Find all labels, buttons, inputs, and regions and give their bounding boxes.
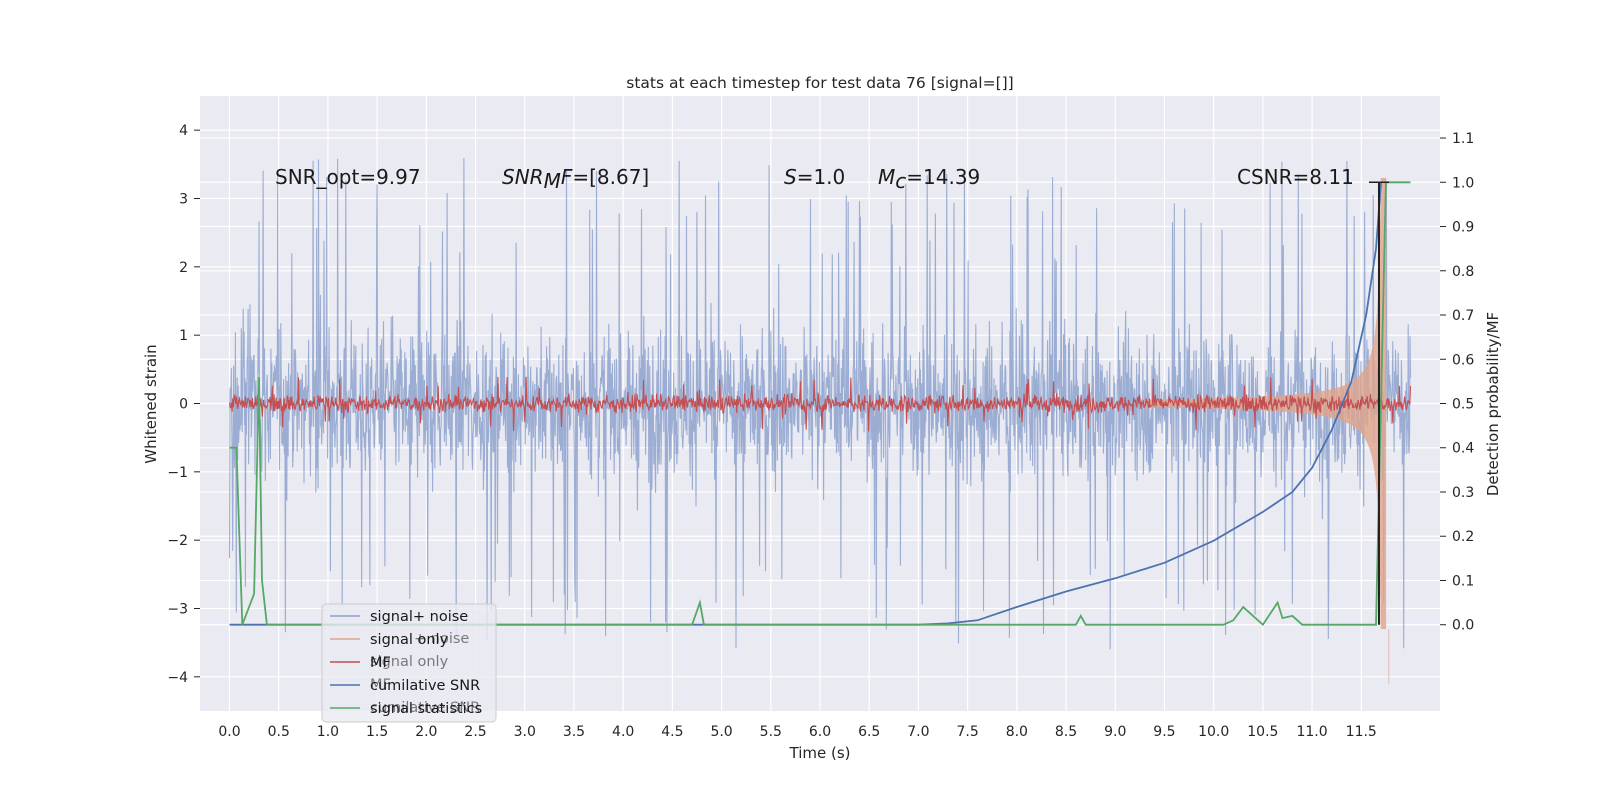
y-right-tick-label: 0.5: [1452, 397, 1474, 413]
y-right-tick-label: 0.8: [1452, 264, 1474, 280]
mf-series: [228, 376, 1412, 432]
y-right-tick-label: 0.3: [1452, 485, 1474, 501]
y-left-tick-label: 0: [179, 397, 188, 413]
x-tick-label: 10.0: [1198, 724, 1229, 740]
y-right-tick-label: 1.0: [1452, 175, 1474, 191]
x-tick-label: 3.0: [514, 724, 536, 740]
x-tick-label: 9.5: [1153, 724, 1175, 740]
x-tick-label: 8.5: [1055, 724, 1077, 740]
x-tick-label: 1.0: [317, 724, 339, 740]
signal-statistics-line: [229, 181, 1411, 627]
y-left-tick-label: 2: [179, 260, 188, 276]
x-tick-label: 2.0: [415, 724, 437, 740]
y-left-tick-label: 1: [179, 328, 188, 344]
legend-ghost-label: cumilative SNR: [370, 700, 480, 716]
legend-ghost-label: signal only: [370, 654, 449, 670]
mf-line: [228, 376, 1412, 432]
y-left-tick-label: 3: [179, 192, 188, 208]
x-tick-label: 11.0: [1296, 724, 1327, 740]
legend-label-mf: MF: [370, 655, 391, 671]
cumulative-snr-series: [229, 182, 1382, 626]
y-left-tick-label: −1: [167, 465, 188, 481]
y-left-tick-label: −3: [167, 602, 188, 618]
x-tick-label: 3.5: [563, 724, 585, 740]
y-left-tick-label: 4: [179, 123, 188, 139]
x-tick-labels: 0.0 0.5 1.0 1.5 2.0 2.5 3.0 3.5 4.0 4.5 5.0 5.5 6.0 6…: [218, 724, 1376, 740]
annotation-mc: Mc=14.39: [878, 165, 980, 193]
legend-label-signal-plus-noise: signal+ noise: [370, 609, 468, 625]
y-axis-label-left: Whitened strain: [142, 344, 160, 463]
legend-label-signal-statistics: signal statistics: [370, 701, 482, 717]
annotation-s: S=1.0: [784, 165, 845, 189]
y-right-tick-label: 0.7: [1452, 308, 1474, 324]
x-tick-label: 1.5: [366, 724, 388, 740]
x-tick-label: 11.5: [1346, 724, 1377, 740]
signal-only-line: [1144, 177, 1390, 684]
x-tick-label: 0.0: [218, 724, 240, 740]
legend-label-cumulative-snr: cumilative SNR: [370, 678, 480, 694]
x-tick-label: 2.5: [464, 724, 486, 740]
x-tick-label: 0.5: [268, 724, 290, 740]
x-tick-label: 7.5: [956, 724, 978, 740]
y-left-tick-label: −2: [167, 533, 188, 549]
signal-statistics-series: [229, 181, 1411, 627]
legend-ghost-label: MF: [370, 677, 391, 693]
x-tick-label: 9.0: [1104, 724, 1126, 740]
y-right-tick-label: 1.1: [1452, 131, 1474, 147]
vertical-line: [1368, 181, 1389, 625]
annotation-snr-mf: SNRMF=[8.67]: [502, 165, 649, 193]
x-tick-label: 4.5: [661, 724, 683, 740]
x-tick-label: 7.0: [907, 724, 929, 740]
x-tick-label: 5.0: [710, 724, 732, 740]
legend: + noise signal only MF cumilative SNR si…: [321, 603, 497, 723]
x-tick-label: 4.0: [612, 724, 634, 740]
x-tick-label: 6.0: [809, 724, 831, 740]
cumulative-snr-line: [229, 182, 1382, 626]
x-tick-label: 6.5: [858, 724, 880, 740]
y-right-tick-labels: 1.1 1.0 0.9 0.8 0.7 0.6 0.5 0.4 0.3 0.2 0.1 0.0: [1440, 131, 1474, 634]
y-right-tick-label: 0.0: [1452, 618, 1474, 634]
y-left-tick-labels: 4 3 2 1 0 −1 −2 −3 −4: [167, 123, 200, 686]
y-right-tick-label: 0.2: [1452, 529, 1474, 545]
x-tick-label: 5.5: [760, 724, 782, 740]
legend-label-signal-only: signal only: [370, 632, 449, 648]
y-right-tick-label: 0.1: [1452, 573, 1474, 589]
legend-box: [321, 603, 497, 723]
signal-only-series: [1144, 177, 1390, 684]
y-right-tick-label: 0.6: [1452, 352, 1474, 368]
chart-title: stats at each timestep for test data 76 …: [626, 74, 1013, 92]
y-left-tick-label: −4: [167, 670, 188, 686]
x-tick-label: 10.5: [1247, 724, 1278, 740]
x-tick-label: 8.0: [1006, 724, 1028, 740]
legend-ghost-labels: + noise signal only MF cumilative SNR: [370, 631, 480, 716]
annotation-csnr: CSNR=8.11: [1237, 165, 1354, 189]
legend-ghost-label: + noise: [414, 631, 469, 647]
x-axis-label: Time (s): [789, 744, 851, 762]
y-axis-label-right: Detection probability/MF: [1484, 312, 1502, 496]
y-right-tick-label: 0.4: [1452, 441, 1474, 457]
annotation-snr-opt: SNR_opt=9.97: [275, 165, 421, 189]
y-right-tick-label: 0.9: [1452, 220, 1474, 236]
